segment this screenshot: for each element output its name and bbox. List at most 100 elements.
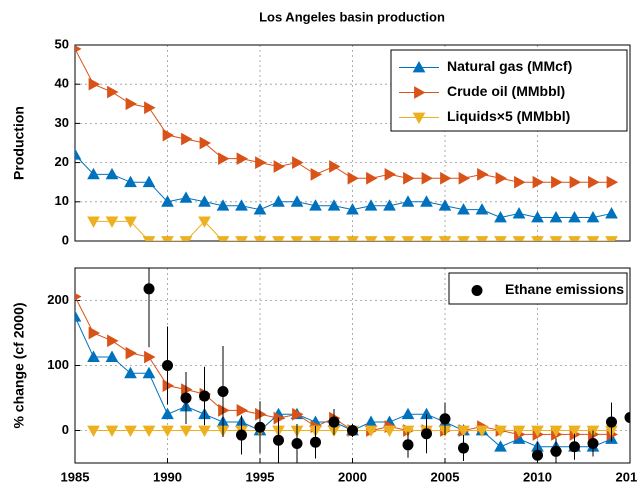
marker bbox=[87, 350, 100, 362]
marker bbox=[549, 236, 563, 241]
marker bbox=[124, 216, 137, 228]
marker bbox=[551, 175, 563, 189]
marker bbox=[329, 160, 341, 173]
marker bbox=[253, 203, 267, 215]
marker bbox=[364, 425, 378, 438]
marker bbox=[531, 236, 544, 241]
marker bbox=[198, 425, 211, 438]
marker bbox=[402, 439, 414, 451]
x-tick-label: 1985 bbox=[61, 469, 90, 484]
marker bbox=[421, 171, 434, 185]
marker bbox=[124, 175, 137, 188]
series-layer bbox=[75, 268, 630, 463]
marker bbox=[401, 425, 415, 438]
marker bbox=[588, 175, 600, 189]
marker bbox=[421, 428, 432, 440]
marker bbox=[624, 412, 630, 423]
series-layer bbox=[75, 45, 619, 241]
marker bbox=[218, 152, 230, 166]
marker bbox=[107, 85, 119, 99]
marker bbox=[586, 210, 600, 223]
marker bbox=[606, 416, 617, 428]
marker bbox=[475, 236, 489, 241]
marker bbox=[606, 175, 619, 189]
marker bbox=[162, 128, 175, 142]
marker bbox=[364, 199, 378, 211]
marker bbox=[420, 236, 433, 241]
marker bbox=[161, 236, 174, 241]
marker bbox=[125, 97, 138, 111]
x-tick-label: 2005 bbox=[431, 469, 460, 484]
marker bbox=[587, 438, 599, 449]
marker bbox=[494, 210, 507, 223]
marker bbox=[216, 236, 230, 241]
marker bbox=[568, 425, 581, 438]
series-line bbox=[75, 154, 612, 219]
marker bbox=[162, 360, 173, 371]
marker bbox=[586, 236, 600, 241]
marker bbox=[235, 199, 248, 211]
marker bbox=[292, 156, 304, 169]
marker bbox=[310, 168, 323, 181]
marker bbox=[475, 203, 489, 215]
marker bbox=[142, 175, 156, 188]
chart-title: Los Angeles basin production bbox=[259, 9, 445, 24]
marker bbox=[255, 407, 267, 421]
marker bbox=[161, 407, 174, 420]
marker bbox=[438, 236, 452, 241]
marker bbox=[512, 425, 526, 438]
marker bbox=[181, 383, 193, 396]
marker bbox=[550, 445, 562, 457]
marker bbox=[347, 171, 360, 185]
marker bbox=[199, 136, 212, 150]
marker bbox=[569, 441, 580, 453]
marker bbox=[198, 216, 211, 228]
marker bbox=[327, 236, 341, 241]
marker bbox=[235, 236, 248, 241]
marker bbox=[144, 350, 156, 364]
marker bbox=[383, 425, 396, 438]
marker bbox=[458, 442, 469, 454]
marker bbox=[180, 392, 192, 404]
marker bbox=[569, 175, 582, 189]
marker bbox=[346, 203, 359, 215]
marker bbox=[532, 175, 545, 189]
marker bbox=[347, 425, 358, 436]
marker bbox=[142, 425, 156, 438]
marker bbox=[440, 171, 452, 185]
y-tick-label: 100 bbox=[47, 357, 69, 372]
legend-label: Crude oil (MMbbl) bbox=[447, 83, 565, 99]
x-tick-label: 1995 bbox=[246, 469, 275, 484]
marker bbox=[161, 195, 174, 207]
marker bbox=[162, 379, 175, 392]
marker bbox=[383, 199, 396, 211]
marker bbox=[144, 101, 156, 115]
marker bbox=[364, 236, 378, 241]
marker bbox=[309, 236, 322, 241]
marker bbox=[366, 171, 378, 185]
marker bbox=[512, 236, 526, 241]
marker bbox=[105, 167, 119, 180]
legend-label: Natural gas (MMcf) bbox=[447, 58, 572, 74]
marker bbox=[457, 203, 470, 215]
marker bbox=[105, 350, 119, 362]
marker bbox=[531, 425, 544, 438]
marker bbox=[236, 152, 249, 166]
y-axis-label: % change (cf 2000) bbox=[11, 302, 27, 428]
marker bbox=[142, 236, 156, 241]
marker bbox=[494, 440, 507, 452]
y-tick-label: 50 bbox=[55, 36, 69, 51]
marker bbox=[327, 199, 341, 211]
marker bbox=[403, 171, 415, 185]
marker bbox=[605, 207, 618, 219]
marker bbox=[236, 404, 249, 417]
y-tick-label: 10 bbox=[55, 193, 69, 208]
marker bbox=[161, 425, 174, 438]
y-tick-label: 30 bbox=[55, 115, 69, 130]
marker bbox=[105, 216, 119, 228]
marker bbox=[475, 425, 489, 438]
marker bbox=[273, 434, 284, 446]
marker bbox=[291, 438, 303, 449]
marker bbox=[107, 334, 119, 348]
